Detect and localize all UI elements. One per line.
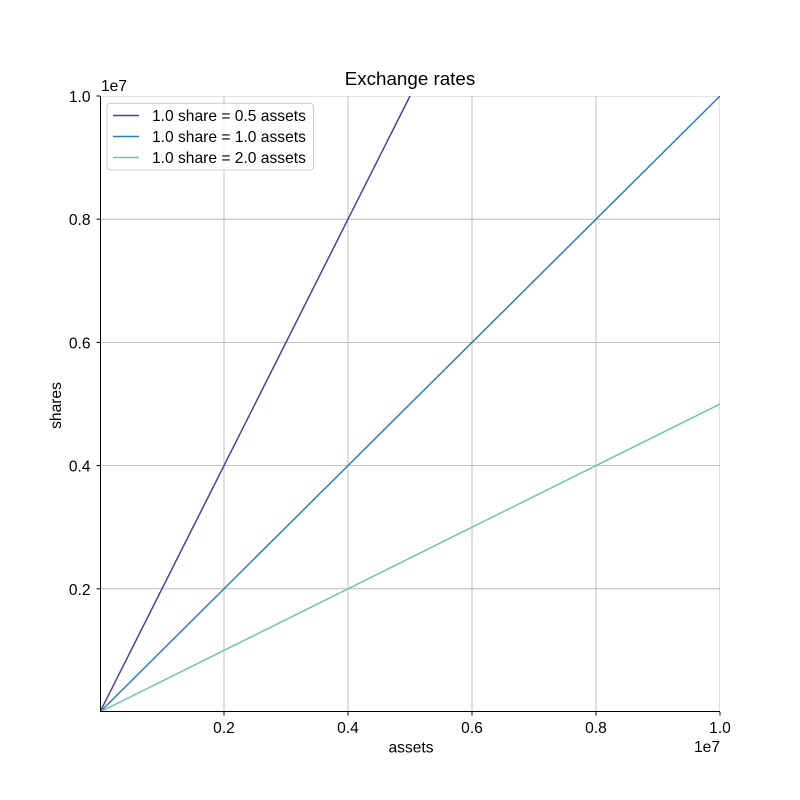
svg-text:0.4: 0.4 [337,720,359,737]
svg-text:1.0: 1.0 [709,720,731,737]
svg-text:1e7: 1e7 [101,78,127,95]
svg-text:shares: shares [48,382,65,429]
svg-text:0.4: 0.4 [69,459,91,476]
svg-text:1.0: 1.0 [69,89,91,106]
svg-text:1.0 share = 2.0 assets: 1.0 share = 2.0 assets [152,150,306,167]
svg-text:0.2: 0.2 [213,720,235,737]
svg-text:0.6: 0.6 [69,335,91,352]
svg-text:0.8: 0.8 [69,212,91,229]
svg-text:1e7: 1e7 [694,739,720,756]
svg-text:1.0 share = 1.0 assets: 1.0 share = 1.0 assets [152,129,306,146]
svg-text:0.8: 0.8 [585,720,607,737]
svg-text:0.2: 0.2 [69,582,91,599]
svg-text:1.0 share = 0.5 assets: 1.0 share = 0.5 assets [152,108,306,125]
svg-text:0.6: 0.6 [461,720,483,737]
svg-text:assets: assets [388,740,433,757]
svg-text:Exchange rates: Exchange rates [345,68,476,89]
